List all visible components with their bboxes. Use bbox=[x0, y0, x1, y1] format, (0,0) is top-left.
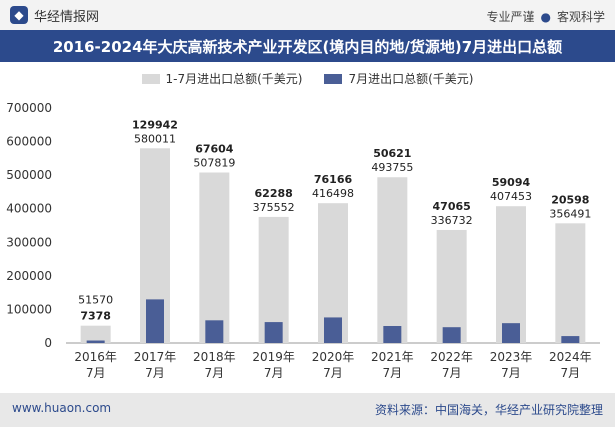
data-label-total: 580011 bbox=[134, 132, 176, 145]
bar-july bbox=[86, 340, 105, 343]
bar-july bbox=[264, 322, 283, 343]
x-tick-label: 2019年 bbox=[252, 350, 295, 364]
x-tick-label: 7月 bbox=[205, 366, 225, 380]
legend-swatch-total bbox=[141, 73, 160, 84]
separator-dot-icon: ● bbox=[540, 9, 551, 24]
legend-swatch-july bbox=[324, 73, 343, 84]
bar-july bbox=[442, 327, 461, 343]
data-label-july: 67604 bbox=[195, 143, 234, 156]
bar-total bbox=[377, 177, 408, 343]
x-tick-label: 2024年 bbox=[549, 350, 592, 364]
data-label-total: 507819 bbox=[193, 157, 235, 170]
data-label-total: 51570 bbox=[78, 294, 113, 307]
data-label-total: 407453 bbox=[490, 190, 532, 203]
x-tick-label: 7月 bbox=[86, 366, 106, 380]
x-tick-label: 7月 bbox=[145, 366, 165, 380]
data-label-july: 62288 bbox=[255, 187, 293, 200]
bar-total bbox=[80, 325, 111, 343]
data-label-july: 50621 bbox=[373, 147, 411, 160]
brand-name: 华经情报网 bbox=[34, 9, 100, 25]
y-tick-label: 300000 bbox=[6, 235, 52, 249]
tagline-left: 专业严谨 bbox=[486, 10, 535, 24]
legend-item-july: 7月进出口总额(千美元) bbox=[324, 70, 473, 87]
bar-july bbox=[561, 336, 580, 343]
data-label-total: 375552 bbox=[253, 201, 295, 214]
data-label-july: 59094 bbox=[492, 176, 531, 189]
x-tick-label: 2016年 bbox=[74, 350, 117, 364]
y-tick-label: 100000 bbox=[6, 302, 52, 316]
bar-july bbox=[324, 317, 342, 343]
data-label-total: 356491 bbox=[549, 207, 591, 220]
y-tick-label: 500000 bbox=[6, 168, 52, 182]
footer-source: 资料来源：中国海关，华经产业研究院整理 bbox=[374, 403, 603, 417]
x-tick-label: 2023年 bbox=[490, 350, 533, 364]
title-bar: 2016-2024年大庆高新技术产业开发区(境内目的地/货源地)7月进出口总额 bbox=[0, 30, 615, 62]
x-tick-label: 2022年 bbox=[430, 350, 473, 364]
y-tick-label: 200000 bbox=[6, 269, 52, 283]
data-label-july: 76166 bbox=[314, 173, 353, 186]
x-tick-label: 7月 bbox=[501, 366, 521, 380]
bar-chart: 0 100000 200000 300000 400000 500000 600000 700… bbox=[6, 101, 600, 380]
y-tick-label: 600000 bbox=[6, 135, 52, 149]
x-tick-label: 7月 bbox=[264, 366, 284, 380]
x-tick-label: 2018年 bbox=[193, 350, 236, 364]
data-label-total: 493755 bbox=[371, 161, 413, 174]
y-tick-label: 0 bbox=[44, 336, 52, 350]
legend-item-total: 1-7月进出口总额(千美元) bbox=[141, 70, 303, 87]
x-tick-label: 2021年 bbox=[371, 350, 414, 364]
x-tick-label: 7月 bbox=[561, 366, 581, 380]
y-tick-label: 700000 bbox=[6, 101, 52, 115]
tagline-right: 客观科学 bbox=[556, 10, 605, 24]
chart-title: 2016-2024年大庆高新技术产业开发区(境内目的地/货源地)7月进出口总额 bbox=[52, 38, 563, 56]
data-label-july: 47065 bbox=[433, 200, 471, 213]
bar-total bbox=[496, 206, 526, 343]
y-tick-label: 400000 bbox=[6, 202, 52, 216]
brand-logo-icon: ◆ bbox=[10, 6, 28, 24]
x-tick-label: 2020年 bbox=[312, 350, 355, 364]
tagline: 专业严谨 ● 客观科学 bbox=[486, 8, 605, 25]
bar-july bbox=[146, 299, 164, 343]
chart-legend: 1-7月进出口总额(千美元) 7月进出口总额(千美元) bbox=[0, 70, 615, 87]
top-bar: ◆ 华经情报网 专业严谨 ● 客观科学 bbox=[0, 0, 615, 30]
bar-total bbox=[258, 216, 289, 343]
data-label-july: 129942 bbox=[132, 118, 178, 131]
data-label-total: 416498 bbox=[312, 187, 354, 200]
footer-site: www.huaon.com bbox=[12, 401, 112, 415]
data-label-total: 336732 bbox=[431, 214, 473, 227]
x-tick-label: 7月 bbox=[383, 366, 403, 380]
footer: www.huaon.com 资料来源：中国海关，华经产业研究院整理 bbox=[0, 393, 615, 427]
bar-total bbox=[436, 229, 467, 343]
legend-label-total: 1-7月进出口总额(千美元) bbox=[165, 72, 303, 86]
bar-july bbox=[205, 320, 224, 343]
bar-july bbox=[502, 323, 520, 343]
x-tick-label: 2017年 bbox=[134, 350, 177, 364]
data-label-july: 7378 bbox=[80, 310, 111, 323]
data-label-july: 20598 bbox=[551, 193, 589, 206]
bar-total bbox=[199, 172, 230, 343]
brand: ◆ 华经情报网 bbox=[10, 5, 99, 25]
legend-label-july: 7月进出口总额(千美元) bbox=[348, 72, 474, 86]
bar-july bbox=[383, 326, 402, 343]
bar-total bbox=[555, 223, 586, 343]
x-tick-label: 7月 bbox=[323, 366, 343, 380]
x-tick-label: 7月 bbox=[442, 366, 462, 380]
